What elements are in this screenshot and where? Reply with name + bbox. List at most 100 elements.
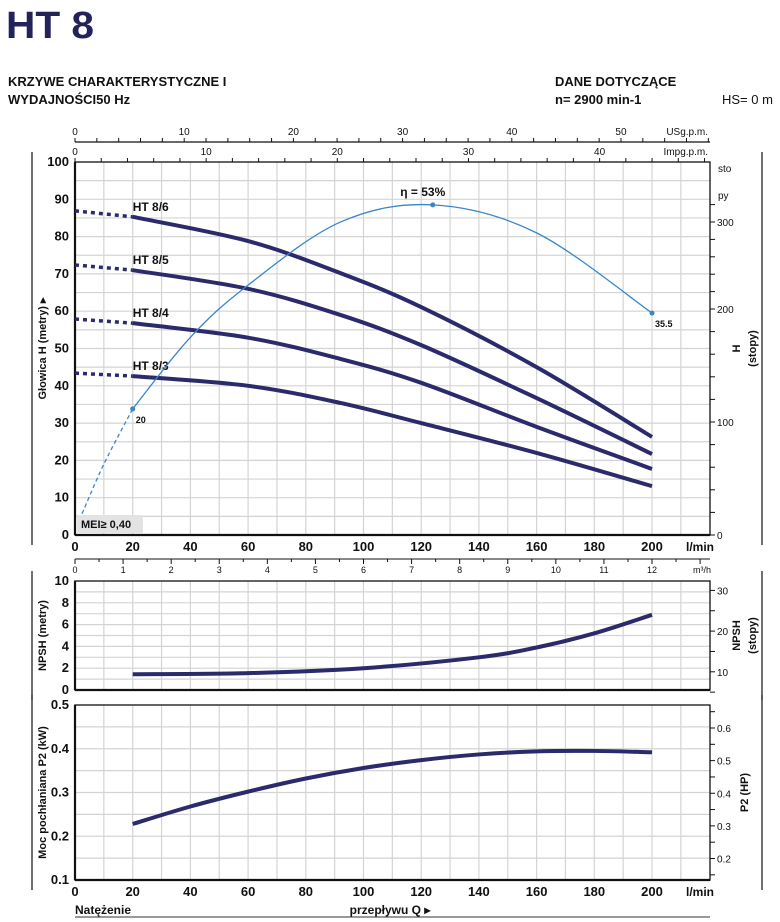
pump-curve-ht-8-6 (132, 214, 654, 439)
dotted-curve-segment (74, 371, 133, 378)
m3h-tick-label: 1 (121, 565, 126, 575)
flow-label-center: przepływu Q ▸ (350, 903, 432, 917)
usgpm-unit: USg.p.m. (666, 127, 708, 138)
m3h-tick-label: 6 (361, 565, 366, 575)
right-axis-title: NPSH (731, 620, 743, 651)
hs-label: HS= 0 m (722, 92, 773, 107)
q-tick-label: 140 (468, 884, 490, 899)
q-tick-label: 40 (183, 884, 197, 899)
efficiency-label: 35.5 (655, 319, 673, 329)
subtitle-line-1: KRZYWE CHARAKTERYSTYCZNE I (8, 74, 226, 89)
right-top-label: py (718, 191, 729, 202)
usgpm-tick-label: 50 (615, 127, 627, 138)
q-tick-label: 60 (241, 884, 255, 899)
right-tick-label: 300 (717, 218, 734, 229)
y-tick-label: 40 (55, 378, 69, 393)
impgpm-tick-label: 10 (201, 147, 213, 158)
right-tick-label: 100 (717, 418, 734, 429)
y-axis-title: Głowica H (metry) ▸ (37, 297, 49, 400)
y-tick-label: 8 (62, 595, 69, 610)
impgpm-unit: Impg.p.m. (664, 147, 708, 158)
pump-curve-ht-8-5 (132, 268, 653, 456)
q-unit: l/min (686, 540, 714, 554)
right-top-label: sto (718, 164, 732, 175)
right-axis-title: P2 (HP) (739, 773, 751, 812)
curve-label: HT 8/6 (133, 200, 169, 214)
reference-line-2: n= 2900 min-1 (555, 92, 641, 107)
y-tick-label: 20 (55, 452, 69, 467)
y-tick-label: 30 (55, 415, 69, 430)
q-tick-label: 200 (641, 884, 663, 899)
y-tick-label: 0 (62, 527, 69, 542)
m3h-tick-label: 7 (409, 565, 414, 575)
impgpm-tick-label: 0 (72, 147, 78, 158)
q-tick-label: 120 (410, 539, 432, 554)
m3h-tick-label: 12 (647, 565, 657, 575)
y-tick-label: 2 (62, 660, 69, 675)
q-tick-label: 180 (583, 884, 605, 899)
usgpm-tick-label: 10 (179, 127, 191, 138)
y-tick-label: 70 (55, 266, 69, 281)
npsh-curve (132, 612, 653, 677)
y-tick-label: 4 (62, 638, 70, 653)
q-tick-label: 160 (526, 884, 548, 899)
dotted-curve-segment (74, 209, 133, 219)
q-tick-label: 100 (353, 539, 375, 554)
impgpm-tick-label: 20 (332, 147, 344, 158)
right-tick-label: 0.5 (717, 757, 731, 768)
dotted-curve-segment (74, 263, 133, 272)
m3h-unit: m³/h (693, 565, 711, 575)
right-tick-label: 0.3 (717, 822, 731, 833)
right-tick-label: 0.2 (717, 855, 731, 866)
m3h-tick-label: 2 (169, 565, 174, 575)
power-curve (132, 748, 653, 826)
mei-label: MEI≥ 0,40 (81, 519, 131, 531)
y-tick-label: 0 (62, 682, 69, 697)
y-axis-title: NPSH (metry) (37, 600, 49, 671)
subtitle-line-2: WYDAJNOŚCI50 Hz (8, 92, 131, 107)
dotted-curve-segment (74, 317, 133, 325)
impgpm-tick-label: 40 (594, 147, 606, 158)
m3h-tick-label: 5 (313, 565, 318, 575)
q-tick-label: 80 (299, 539, 313, 554)
q-tick-label: 140 (468, 539, 490, 554)
efficiency-label: η = 53% (400, 185, 445, 199)
efficiency-curve (132, 203, 653, 410)
q-tick-label: 0 (71, 539, 78, 554)
m3h-tick-label: 8 (457, 565, 462, 575)
y-tick-label: 0.4 (51, 741, 70, 756)
right-tick-label: 20 (717, 627, 729, 638)
right-tick-label: 0.4 (717, 789, 731, 800)
m3h-tick-label: 3 (217, 565, 222, 575)
y-tick-label: 10 (55, 490, 69, 505)
curve-label: HT 8/3 (133, 359, 169, 373)
q-tick-label: 40 (183, 539, 197, 554)
q-tick-label: 20 (125, 884, 139, 899)
right-tick-label: 0.6 (717, 724, 731, 735)
pump-curve-ht-8-3 (132, 374, 653, 489)
efficiency-point (649, 310, 655, 316)
q-tick-label: 180 (583, 539, 605, 554)
efficiency-point (130, 406, 136, 412)
y-tick-label: 0.1 (51, 872, 69, 887)
m3h-tick-label: 4 (265, 565, 270, 575)
flow-label-left: Natężenie (75, 903, 131, 917)
page-title: HT 8 (6, 5, 94, 47)
right-axis-title: H (731, 344, 743, 352)
usgpm-tick-label: 20 (288, 127, 300, 138)
right-tick-label: 0 (717, 531, 723, 542)
impgpm-tick-label: 30 (463, 147, 475, 158)
reference-line-1: DANE DOTYCZĄCE (555, 74, 677, 89)
right-tick-label: 10 (717, 668, 729, 679)
efficiency-point (430, 202, 436, 208)
usgpm-tick-label: 30 (397, 127, 409, 138)
m3h-tick-label: 9 (505, 565, 510, 575)
y-tick-label: 60 (55, 303, 69, 318)
q-tick-label: 0 (71, 884, 78, 899)
efficiency-curve-dashed (78, 408, 134, 521)
y-tick-label: 50 (55, 341, 69, 356)
q-tick-label: 60 (241, 539, 255, 554)
pump-curve-ht-8-4 (132, 321, 653, 471)
y-tick-label: 10 (55, 573, 69, 588)
